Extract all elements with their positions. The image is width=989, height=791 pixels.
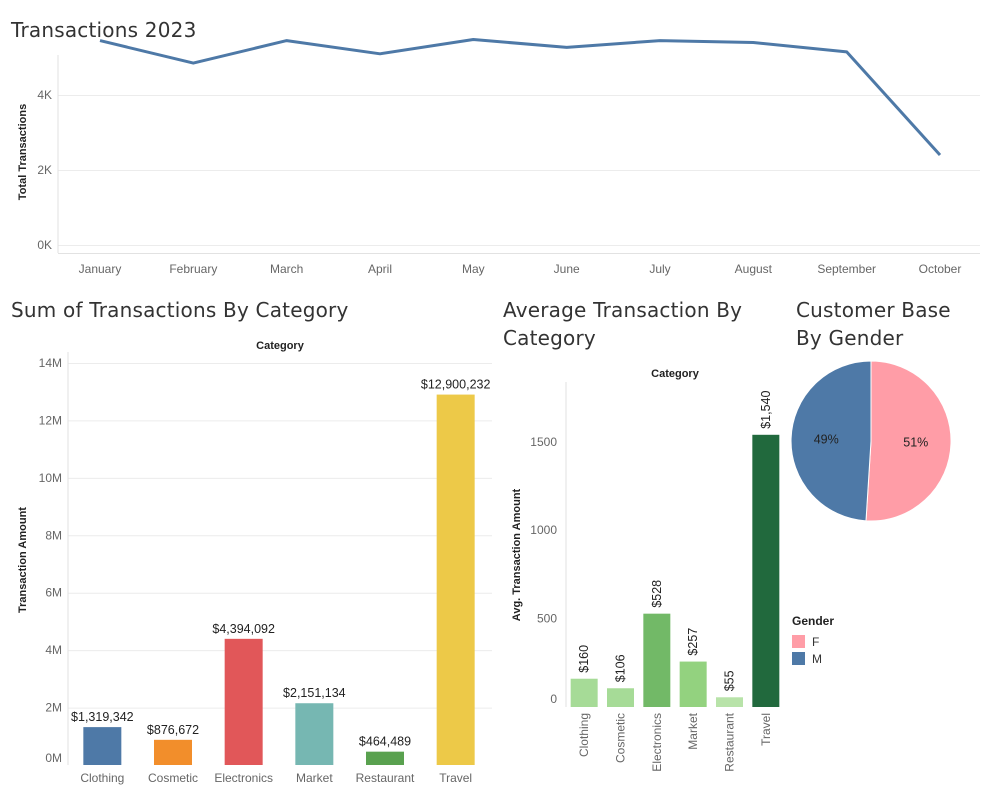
legend-label-f: F [812, 634, 820, 649]
line-chart-title: Transactions 2023 [11, 18, 197, 42]
gender-title-line-2: By Gender [796, 326, 904, 350]
line-point[interactable] [563, 43, 571, 51]
line-point[interactable] [376, 50, 384, 58]
line-y-tick-label: 0K [37, 238, 52, 252]
line-point[interactable] [749, 39, 757, 47]
line-x-tick-label: August [735, 262, 773, 276]
line-point[interactable] [283, 37, 291, 45]
category-sum-title: Sum of Transactions By Category [11, 298, 349, 322]
line-point[interactable] [469, 36, 477, 44]
sum-bar-travel[interactable] [436, 394, 475, 765]
avg-x-tick-label: Clothing [577, 713, 591, 757]
sum-bar-clothing[interactable] [83, 727, 122, 765]
avg-x-tick-label: Cosmetic [614, 713, 628, 763]
line-x-tick-label: March [270, 262, 303, 276]
gender-legend[interactable]: Gender F M [792, 614, 834, 667]
line-y-tick-label: 2K [37, 163, 52, 177]
gender-legend-title: Gender [792, 614, 835, 628]
avg-bar-value-label: $160 [577, 645, 591, 673]
sum-y-tick-label: 0M [45, 751, 62, 765]
avg-x-tick-label: Electronics [650, 713, 664, 772]
legend-swatch-f [792, 635, 805, 648]
avg-bar-travel[interactable] [752, 434, 780, 707]
gender-title-line-1: Customer Base [796, 298, 951, 322]
sum-column-header: Category [256, 340, 305, 352]
sum-x-tick-label: Market [296, 771, 333, 785]
sum-bar-value-label: $2,151,134 [283, 686, 346, 700]
avg-bar-market[interactable] [679, 661, 707, 707]
line-x-tick-label: January [79, 262, 122, 276]
sum-bar-value-label: $1,319,342 [71, 710, 134, 724]
line-x-tick-label: October [919, 262, 962, 276]
avg-bar-electronics[interactable] [643, 613, 671, 707]
avg-x-tick-label: Market [686, 712, 700, 749]
sum-bar-restaurant[interactable] [366, 751, 404, 765]
pie-slice-m[interactable] [790, 360, 872, 522]
line-y-axis-title: Total Transactions [17, 104, 29, 200]
sum-y-axis-title: Transaction Amount [17, 507, 29, 613]
sum-y-tick-label: 2M [45, 701, 62, 715]
sum-x-tick-label: Clothing [80, 771, 124, 785]
avg-bar-value-label: $1,540 [759, 391, 773, 429]
category-avg-title-line-2: Category [503, 326, 596, 350]
sum-x-tick-label: Electronics [214, 771, 273, 785]
sum-bar-electronics[interactable] [224, 638, 263, 765]
sum-y-tick-label: 14M [39, 356, 62, 370]
avg-y-tick-label: 1000 [530, 523, 557, 537]
avg-bar-value-label: $528 [650, 580, 664, 608]
avg-column-header: Category [651, 368, 700, 380]
line-x-tick-label: April [368, 262, 392, 276]
line-x-tick-label: June [554, 262, 580, 276]
sum-bar-market[interactable] [295, 703, 334, 765]
sum-y-tick-label: 8M [45, 528, 62, 542]
legend-swatch-m [792, 652, 805, 665]
sum-y-tick-label: 10M [39, 471, 62, 485]
sum-y-tick-label: 6M [45, 586, 62, 600]
avg-bar-value-label: $55 [723, 670, 737, 691]
sum-x-tick-label: Restaurant [356, 771, 415, 785]
sum-bar-cosmetic[interactable] [154, 739, 192, 765]
pie-slice-f[interactable] [865, 360, 952, 522]
avg-bar-cosmetic[interactable] [607, 688, 634, 707]
avg-x-tick-label: Travel [759, 713, 773, 746]
avg-x-tick-label: Restaurant [723, 712, 737, 771]
category-avg-title-line-1: Average Transaction By [503, 298, 743, 322]
line-x-tick-label: May [462, 262, 485, 276]
sum-x-tick-label: Travel [439, 771, 472, 785]
sum-bar-value-label: $4,394,092 [212, 622, 275, 636]
sum-bar-value-label: $12,900,232 [421, 378, 491, 392]
line-x-tick-label: July [649, 262, 670, 276]
avg-y-axis-title: Avg. Transaction Amount [511, 488, 523, 621]
line-point[interactable] [189, 59, 197, 67]
avg-bar-restaurant[interactable] [716, 697, 743, 707]
legend-item-f[interactable]: F [792, 633, 834, 650]
avg-bar-value-label: $106 [614, 654, 628, 682]
legend-label-m: M [812, 651, 822, 666]
avg-y-tick-label: 1500 [530, 435, 557, 449]
line-point[interactable] [96, 37, 104, 45]
line-x-tick-label: September [817, 262, 876, 276]
pie-slice-label: 51% [903, 435, 928, 449]
line-series-transactions[interactable] [99, 38, 942, 157]
sum-bar-value-label: $464,489 [359, 735, 411, 749]
sum-y-tick-label: 12M [39, 413, 62, 427]
sum-x-tick-label: Cosmetic [148, 771, 198, 785]
sum-y-tick-label: 4M [45, 643, 62, 657]
avg-bar-value-label: $257 [686, 628, 700, 656]
line-point[interactable] [656, 37, 664, 45]
line-x-tick-label: February [169, 262, 217, 276]
legend-item-m[interactable]: M [792, 650, 834, 667]
avg-y-tick-label: 0 [550, 692, 557, 706]
line-point[interactable] [843, 48, 851, 56]
category-avg-title: Average Transaction By Category [503, 296, 742, 352]
gender-chart-title: Customer Base By Gender [796, 296, 951, 352]
avg-bar-clothing[interactable] [570, 678, 598, 707]
line-y-tick-label: 4K [37, 88, 52, 102]
pie-slice-label: 49% [814, 433, 839, 447]
line-point[interactable] [936, 151, 944, 159]
avg-y-tick-label: 500 [537, 612, 557, 626]
sum-bar-value-label: $876,672 [147, 723, 199, 737]
